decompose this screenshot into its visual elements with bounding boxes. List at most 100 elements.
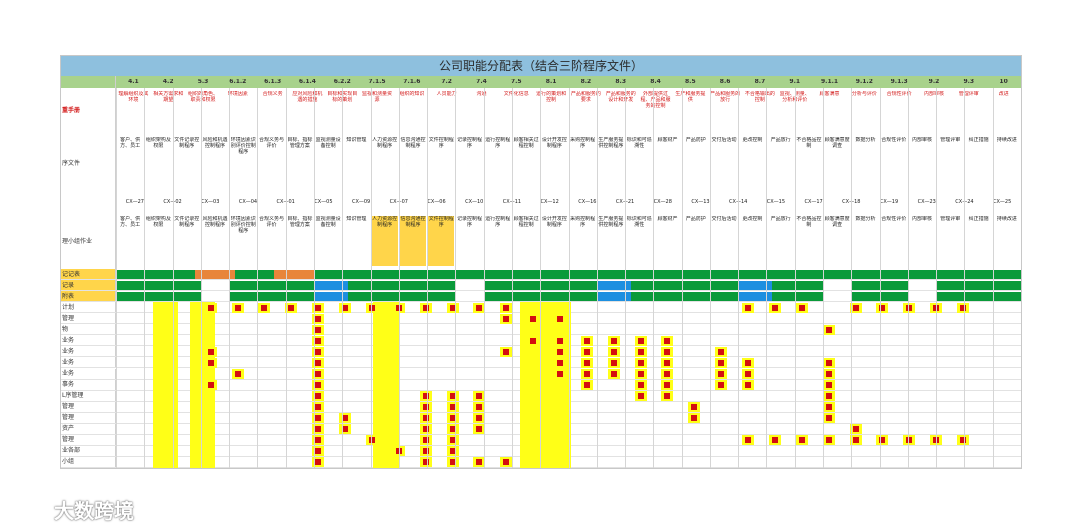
grid-line — [964, 193, 966, 213]
responsibility-marker — [610, 359, 617, 366]
clause-heading: 沟通 — [476, 91, 487, 97]
grid-line — [879, 213, 881, 269]
grid-line — [511, 213, 513, 269]
watermark: 大数跨境 — [8, 494, 134, 524]
responsibility-marker — [583, 359, 590, 366]
responsibility-marker — [610, 348, 617, 355]
responsibility-marker — [825, 382, 832, 389]
grid-line — [370, 213, 372, 269]
grid-line — [455, 193, 457, 213]
doc-code: CX—09 — [351, 199, 371, 205]
procedure-doc-name: 客户、供方、员工 — [120, 137, 141, 149]
responsibility-marker — [207, 382, 214, 389]
grid-line — [511, 269, 513, 468]
grid-line — [1021, 193, 1022, 213]
procedure-doc-name: 产品放行 — [770, 137, 791, 143]
grid-line — [823, 133, 825, 193]
responsibility-marker — [315, 337, 322, 344]
procedure-doc-name: 采购控制程序 — [570, 137, 596, 149]
clause-number: 9.1.1 — [820, 79, 839, 85]
clause-heading: 组织的角色、职责和权限 — [188, 91, 219, 103]
grid-line — [681, 193, 683, 213]
responsibility-marker — [315, 315, 322, 322]
grid-line — [398, 193, 400, 213]
band-blue — [738, 281, 773, 291]
band-orange — [195, 270, 235, 280]
responsibility-marker — [422, 437, 429, 444]
grid-line — [285, 133, 287, 193]
grid-line — [653, 193, 655, 213]
grid-line — [172, 88, 174, 133]
grid-line — [342, 269, 344, 468]
grid-line — [116, 269, 117, 468]
grid-line — [483, 269, 485, 468]
responsibility-marker — [745, 382, 752, 389]
row-label: 管理 — [61, 434, 116, 445]
grid-line — [313, 269, 315, 468]
procedure-doc-name: 数据分析 — [855, 137, 876, 143]
band-blue — [596, 281, 631, 291]
doc-code: CX—12 — [540, 199, 559, 205]
doc-code-row: CX—27 CX—02 CX—03 CX—04 CX—01 CX—05 CX—09 CX—07… — [61, 193, 1021, 213]
process-name: 监视测量设备控制 — [315, 216, 341, 228]
process-name: 信息沟通控制程序 — [399, 216, 427, 266]
grid-line — [879, 88, 881, 133]
grid-line — [1021, 88, 1022, 133]
grid-line — [681, 213, 683, 269]
clause-number: 6.1.4 — [298, 79, 316, 85]
clause-heading: 外部提供过程、产品和服务的控制 — [640, 91, 671, 109]
grid-line — [427, 88, 429, 133]
responsibility-marker — [422, 459, 429, 466]
procedure-doc-name: 监视测量设备控制 — [315, 137, 341, 149]
responsibility-marker — [583, 382, 590, 389]
process-name: 不合格品控制 — [796, 216, 822, 228]
procedure-doc-name: 内部审核 — [912, 137, 933, 143]
row-label: 业务 — [61, 368, 116, 379]
procedure-doc-name: 管理评审 — [940, 137, 961, 143]
grid-line — [427, 213, 429, 269]
row-label: 业务 — [61, 357, 116, 368]
grid-line — [398, 88, 400, 133]
clause-heading: 产品和服务的要求 — [570, 91, 601, 103]
clause-number: 4.1 — [128, 79, 139, 85]
grid-line — [794, 269, 796, 468]
procedure-doc-name: 产品防护 — [685, 137, 706, 143]
grid-line — [794, 213, 796, 269]
grid-line — [907, 133, 909, 193]
procedure-doc-name: 目标、指标管理方案 — [287, 137, 313, 149]
grid-line — [936, 269, 938, 468]
responsibility-marker — [557, 348, 564, 355]
grid-line — [568, 213, 570, 269]
row-label: L序管理 — [61, 390, 116, 401]
process-name: 产品防护 — [685, 216, 706, 222]
procedure-doc-name: 环境因素识别评价控制程序 — [230, 137, 256, 155]
process-name: 生产服务提供控制程序 — [598, 216, 624, 228]
grid-line — [653, 213, 655, 269]
clause-heading-row: 重手册 理解组织及其环境 相关方需求和期望 组织的角色、职责和权限 环境因素 合规义务 应对… — [61, 88, 1021, 133]
responsibility-marker — [583, 337, 590, 344]
grid-line — [992, 88, 994, 133]
responsibility-marker — [476, 459, 483, 466]
clause-number: 10 — [999, 79, 1008, 85]
process-name: 文件记录控制程序 — [174, 216, 200, 228]
doc-code: CX—27 — [125, 199, 144, 205]
grid-line — [625, 193, 627, 213]
process-name: 环境因素识别评价控制程序 — [230, 216, 256, 234]
grid-line — [427, 193, 429, 213]
grid-line — [766, 269, 768, 468]
grid-line — [200, 133, 202, 193]
row-label: 事务 — [61, 379, 116, 390]
grid-line — [879, 269, 881, 468]
grid-line — [738, 133, 740, 193]
grid-line — [851, 133, 853, 193]
row-label — [61, 193, 116, 213]
responsibility-marker — [745, 359, 752, 366]
responsibility-marker — [583, 371, 590, 378]
grid-line — [144, 213, 146, 269]
responsibility-marker — [664, 359, 671, 366]
grid-line — [625, 213, 627, 269]
responsibility-marker — [637, 382, 644, 389]
row-label: 记记表 — [61, 269, 116, 280]
grid-line — [511, 133, 513, 193]
procedure-doc-name: 生产服务提供控制程序 — [598, 137, 624, 149]
